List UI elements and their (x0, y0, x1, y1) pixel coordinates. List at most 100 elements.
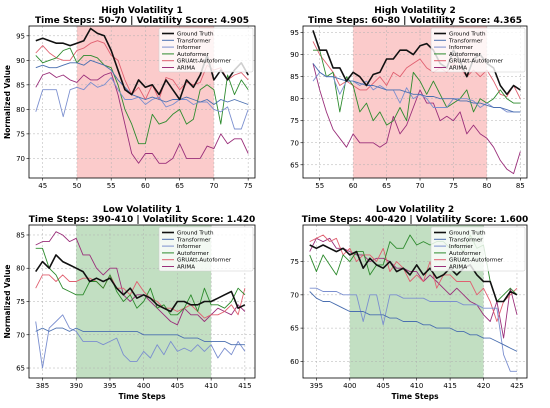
x-tick-label: 60 (141, 182, 150, 190)
legend-entry: Transformer (448, 237, 483, 243)
y-tick-label: 65 (290, 325, 299, 333)
legend-entry: Autoformer (177, 52, 209, 58)
legend-entry: ARIMA (449, 66, 467, 72)
legend-entry: ARIMA (177, 66, 195, 72)
series-line-arima (35, 231, 246, 326)
series-line-informer (35, 77, 249, 130)
x-tick-label: 410 (204, 382, 217, 390)
legend-entry: ARIMA (449, 265, 467, 271)
x-tick-label: 415 (238, 382, 251, 390)
x-tick-label: 45 (38, 182, 47, 190)
x-tick-label: 415 (443, 382, 456, 390)
chart-subtitle: Time Steps: 390-410 | Volatility Score: … (29, 215, 256, 225)
x-tick-label: 60 (349, 182, 358, 190)
x-tick-label: 80 (482, 182, 491, 190)
chart-title: Low Volatility 2 (376, 205, 454, 215)
y-tick-label: 85 (16, 231, 25, 239)
series-line-arima (35, 72, 249, 164)
legend-entry: Informer (177, 244, 202, 250)
chart-panel-4: 395 400 405 410 415 420 425 60 65 70 75 Low Volatil… (290, 205, 528, 401)
legend-entry: GRUAtt-Autoformer (449, 258, 504, 264)
y-axis-label: Normalized Value (3, 65, 12, 139)
x-tick-label: 405 (377, 382, 390, 390)
series-line-transformer (312, 63, 521, 113)
legend-entry: Transformer (448, 38, 483, 44)
x-tick-label: 405 (171, 382, 184, 390)
legend-entry: Ground Truth (177, 231, 214, 237)
y-tick-label: 60 (290, 358, 299, 366)
chart-title: High Volatility 1 (101, 6, 183, 16)
legend-box (158, 226, 254, 272)
y-tick-label: 85 (16, 81, 25, 89)
legend-entry: GRUAtt-Autoformer (177, 59, 232, 65)
y-tick-label: 95 (16, 32, 25, 40)
y-tick-label: 65 (290, 161, 299, 169)
legend-box (430, 27, 526, 73)
x-tick-label: 400 (343, 382, 356, 390)
x-axis-label: Time Steps (391, 392, 439, 401)
y-axis-label: Normalized Value (3, 264, 12, 338)
series-line-autoformer (313, 49, 521, 126)
y-tick-label: 80 (16, 106, 25, 114)
chart-subtitle: Time Steps: 60-80 | Volatility Score: 4.… (308, 16, 522, 26)
x-tick-label: 65 (382, 182, 391, 190)
y-tick-label: 75 (290, 258, 299, 266)
chart-panel-3: 385 390 395 400 405 410 415 65 70 75 80 85 Low Volat… (3, 205, 256, 401)
x-tick-label: 395 (310, 382, 323, 390)
y-tick-label: 65 (16, 365, 25, 373)
x-tick-label: 65 (175, 182, 184, 190)
x-tick-label: 420 (477, 382, 490, 390)
y-tick-label: 95 (290, 29, 299, 37)
x-axis-label: Time Steps (118, 392, 166, 401)
x-tick-label: 75 (244, 182, 253, 190)
x-tick-label: 55 (315, 182, 324, 190)
series-line-informer (35, 314, 246, 369)
y-tick-label: 80 (16, 265, 25, 273)
legend-entry: Autoformer (449, 251, 481, 257)
legend-entry: Ground Truth (177, 32, 214, 38)
legend-entry: Ground Truth (449, 231, 486, 237)
legend-entry: ARIMA (177, 265, 195, 271)
y-tick-label: 70 (16, 331, 25, 339)
x-tick-label: 75 (449, 182, 458, 190)
y-tick-label: 75 (16, 298, 25, 306)
x-tick-label: 395 (103, 382, 116, 390)
legend-entry: GRUAtt-Autoformer (449, 59, 504, 65)
x-tick-label: 70 (416, 182, 425, 190)
chart-title: High Volatility 2 (374, 6, 456, 16)
legend: Ground TruthTransformerInformerAutoforme… (158, 226, 254, 272)
y-tick-label: 90 (16, 57, 25, 65)
series-line-informer (309, 287, 517, 372)
series-line-gruatt (35, 274, 246, 319)
legend: Ground TruthTransformerInformerAutoforme… (430, 27, 526, 73)
legend-entry: Autoformer (449, 52, 481, 58)
chart-title: Low Volatility 1 (103, 205, 181, 215)
plot-frame (302, 224, 528, 379)
legend-entry: GRUAtt-Autoformer (177, 258, 232, 264)
legend: Ground TruthTransformerInformerAutoforme… (430, 226, 526, 272)
y-tick-label: 70 (16, 155, 25, 163)
x-tick-label: 400 (137, 382, 150, 390)
y-tick-label: 70 (290, 139, 299, 147)
y-tick-label: 80 (290, 95, 299, 103)
series-line-ground-truth (35, 27, 249, 101)
x-tick-label: 410 (410, 382, 423, 390)
plot-frame (28, 25, 256, 179)
legend-entry: Informer (177, 45, 202, 51)
legend-entry: Informer (449, 45, 474, 51)
series-line-ground-truth (309, 244, 518, 303)
x-tick-label: 85 (516, 182, 525, 190)
chart-panel-1: 45 50 55 60 65 70 75 70 75 80 85 90 95 High Volatilit… (3, 6, 256, 190)
chart-subtitle: Time Steps: 50-70 | Volatility Score: 4.… (35, 16, 249, 26)
legend-entry: Autoformer (177, 251, 209, 257)
x-tick-label: 70 (209, 182, 218, 190)
y-tick-label: 75 (290, 117, 299, 125)
y-tick-label: 90 (290, 51, 299, 59)
legend-entry: Informer (449, 244, 474, 250)
legend-entry: Ground Truth (449, 32, 486, 38)
x-tick-label: 50 (72, 182, 81, 190)
chart-subtitle: Time Steps: 400-420 | Volatility Score: … (302, 215, 529, 225)
series-line-autoformer (35, 47, 249, 145)
series-line-gruatt (309, 234, 518, 322)
